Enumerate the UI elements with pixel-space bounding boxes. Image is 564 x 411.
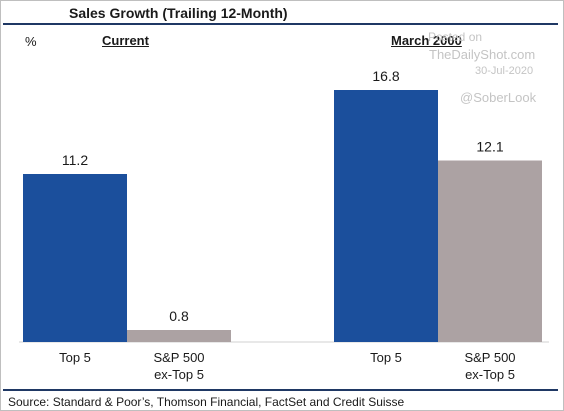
x-tick-label: Top 5 — [59, 350, 91, 365]
watermark-date: 30-Jul-2020 — [475, 65, 534, 77]
x-labels-layer: Top 5 S&P 500 ex-Top 5 Top 5 S&P 500 ex-Top 5 — [59, 350, 515, 382]
watermark-posted-on: Posted on — [428, 30, 483, 44]
bars-layer — [23, 90, 542, 342]
x-tick-label: S&P 500 — [464, 350, 515, 365]
source-divider — [3, 389, 558, 391]
y-unit-label: % — [25, 34, 37, 49]
source-note: Source: Standard & Poor’s, Thomson Finan… — [8, 395, 405, 409]
bar-march-2000-sp500-ex-top5 — [438, 160, 542, 342]
value-label: 11.2 — [62, 152, 88, 168]
x-tick-label: ex-Top 5 — [465, 367, 515, 382]
value-label: 16.8 — [372, 68, 399, 84]
title-bar: Sales Growth (Trailing 12-Month) — [3, 3, 558, 25]
watermark-site: TheDailyShot.com — [429, 47, 536, 62]
bar-current-top5 — [23, 174, 127, 342]
value-labels-layer: 11.2 0.8 16.8 12.1 — [62, 68, 504, 324]
watermark-handle: @SoberLook — [460, 90, 537, 105]
x-tick-label: S&P 500 — [153, 350, 204, 365]
bar-march-2000-top5 — [334, 90, 438, 342]
x-tick-label: ex-Top 5 — [154, 367, 204, 382]
bar-current-sp500-ex-top5 — [127, 330, 231, 342]
value-label: 12.1 — [476, 139, 503, 155]
value-label: 0.8 — [169, 308, 189, 324]
group-header-march-2000: March 2000 — [391, 33, 462, 48]
chart-title: Sales Growth (Trailing 12-Month) — [69, 5, 288, 21]
group-header-current: Current — [102, 33, 149, 48]
x-tick-label: Top 5 — [370, 350, 402, 365]
